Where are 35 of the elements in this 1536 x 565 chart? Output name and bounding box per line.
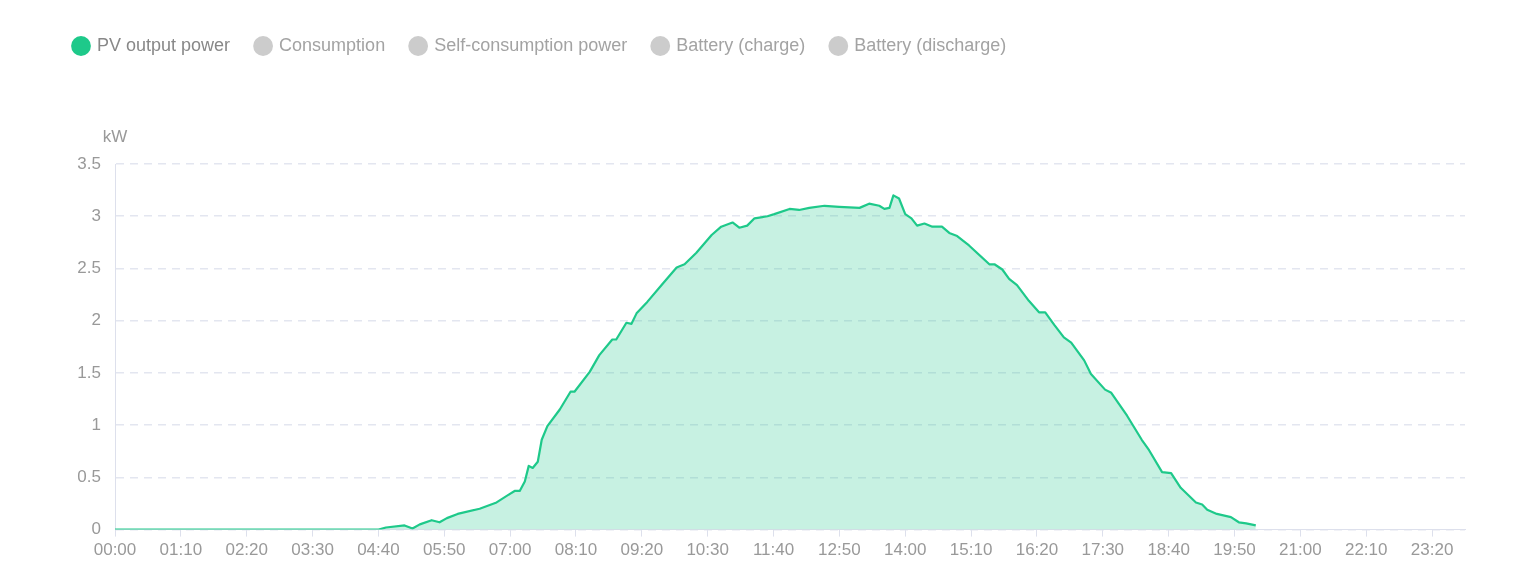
legend-label: Battery (discharge)	[854, 34, 1007, 55]
x-tick-label: 03:30	[291, 540, 334, 560]
legend-label: Consumption	[279, 34, 386, 55]
x-tick-label: 00:00	[93, 540, 137, 560]
legend-label: Self-consumption power	[434, 34, 628, 55]
y-tick-label: 0.5	[77, 467, 101, 487]
x-tick-label: 18:40	[1147, 540, 1190, 560]
x-tick-label: 16:20	[1015, 540, 1059, 560]
x-tick-label: 15:10	[949, 540, 993, 560]
x-tick-label: 22:10	[1344, 540, 1388, 560]
x-tick-label: 19:50	[1213, 540, 1256, 560]
y-tick-label: 1	[91, 414, 101, 434]
y-tick-label: 2.5	[77, 258, 101, 278]
x-tick-label: 08:10	[554, 540, 598, 560]
legend-label: Battery (charge)	[676, 34, 806, 55]
x-tick-label: 17:30	[1081, 540, 1125, 560]
x-tick-label: 07:00	[488, 540, 532, 560]
y-tick-label: 3	[91, 205, 101, 225]
x-tick-label: 10:30	[686, 540, 729, 560]
x-tick-label: 05:50	[422, 540, 466, 560]
legend-label: PV output power	[97, 34, 231, 55]
x-tick-label: 21:00	[1279, 540, 1322, 560]
y-tick-label: 3.5	[77, 153, 101, 173]
x-tick-label: 14:00	[883, 540, 927, 560]
y-tick-label: 2	[91, 310, 101, 330]
y-tick-label: 1.5	[77, 362, 101, 382]
x-tick-label: 04:40	[357, 540, 400, 560]
x-tick-label: 02:20	[225, 540, 268, 560]
y-tick-label: 0	[91, 519, 101, 539]
x-tick-label: 01:10	[159, 540, 203, 560]
x-tick-label: 09:20	[620, 540, 664, 560]
x-tick-label: 23:20	[1410, 540, 1454, 560]
x-tick-label: 12:50	[818, 540, 861, 560]
x-tick-label: 11:40	[752, 540, 795, 560]
y-axis-title: kW	[102, 127, 128, 147]
